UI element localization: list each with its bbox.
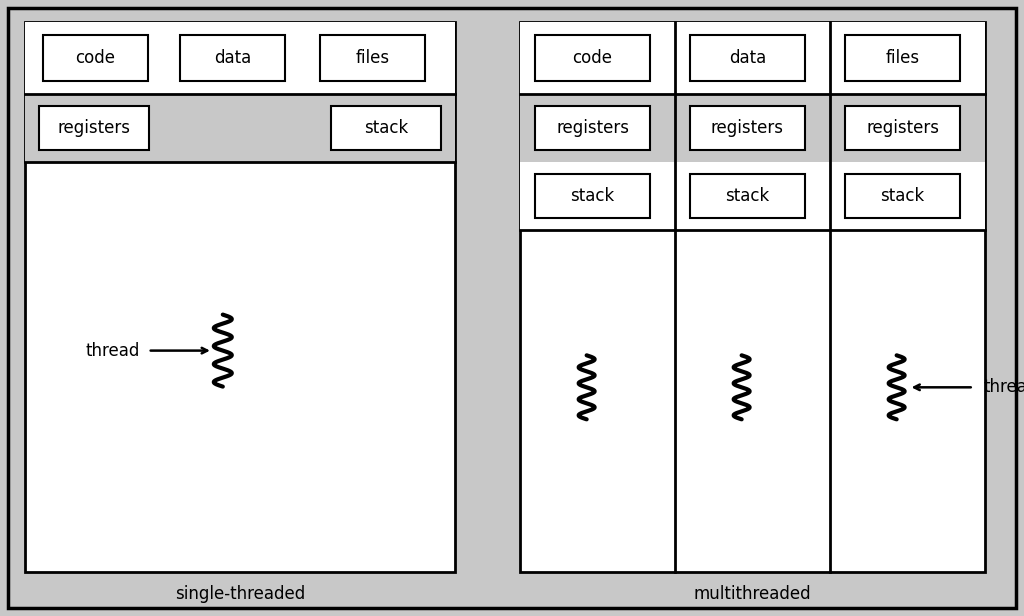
Text: code: code: [572, 49, 612, 67]
Text: data: data: [214, 49, 251, 67]
Text: single-threaded: single-threaded: [175, 585, 305, 603]
Bar: [180, 35, 285, 81]
Bar: [535, 106, 650, 150]
Text: files: files: [355, 49, 389, 67]
Bar: [520, 22, 985, 572]
Text: thread: thread: [85, 342, 140, 360]
Bar: [25, 94, 455, 162]
Text: registers: registers: [57, 119, 130, 137]
Bar: [520, 22, 985, 94]
Bar: [845, 35, 961, 81]
Bar: [845, 106, 961, 150]
Bar: [319, 35, 425, 81]
Bar: [25, 22, 455, 94]
Bar: [520, 94, 985, 162]
Text: stack: stack: [570, 187, 614, 205]
Bar: [690, 35, 805, 81]
Text: files: files: [886, 49, 920, 67]
Text: stack: stack: [725, 187, 770, 205]
Bar: [43, 35, 148, 81]
Text: stack: stack: [881, 187, 925, 205]
Text: thread: thread: [984, 378, 1024, 396]
Bar: [39, 106, 150, 150]
Bar: [690, 174, 805, 218]
Text: code: code: [76, 49, 116, 67]
Bar: [520, 162, 985, 230]
Text: data: data: [729, 49, 766, 67]
Bar: [331, 106, 441, 150]
Text: registers: registers: [556, 119, 629, 137]
Bar: [535, 174, 650, 218]
Bar: [535, 35, 650, 81]
Bar: [25, 22, 455, 572]
Text: registers: registers: [711, 119, 784, 137]
Text: registers: registers: [866, 119, 939, 137]
Text: multithreaded: multithreaded: [693, 585, 811, 603]
Bar: [690, 106, 805, 150]
Bar: [845, 174, 961, 218]
Text: stack: stack: [364, 119, 409, 137]
